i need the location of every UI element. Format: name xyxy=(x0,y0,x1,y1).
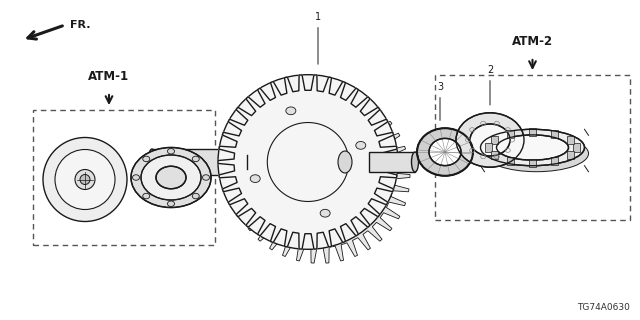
Ellipse shape xyxy=(143,193,150,199)
Ellipse shape xyxy=(429,138,461,166)
Bar xyxy=(507,130,514,138)
Ellipse shape xyxy=(168,148,175,154)
Bar xyxy=(567,136,574,144)
Bar xyxy=(491,151,498,159)
Bar xyxy=(491,136,498,144)
Circle shape xyxy=(80,174,90,185)
Circle shape xyxy=(55,149,115,210)
Bar xyxy=(507,156,514,165)
Ellipse shape xyxy=(481,129,584,166)
Ellipse shape xyxy=(156,166,186,189)
Ellipse shape xyxy=(250,175,260,182)
Bar xyxy=(529,128,536,136)
Ellipse shape xyxy=(456,113,524,167)
Text: FR.: FR. xyxy=(70,20,90,30)
Bar xyxy=(551,156,558,165)
Circle shape xyxy=(43,138,127,221)
Ellipse shape xyxy=(192,193,199,199)
Bar xyxy=(369,152,415,172)
Ellipse shape xyxy=(286,107,296,115)
Text: 3: 3 xyxy=(437,82,443,120)
Text: ATM-2: ATM-2 xyxy=(512,35,553,48)
Bar xyxy=(152,149,247,175)
Ellipse shape xyxy=(218,75,398,249)
Ellipse shape xyxy=(484,135,589,172)
Ellipse shape xyxy=(202,175,209,180)
Ellipse shape xyxy=(417,128,473,176)
Text: ATM-1: ATM-1 xyxy=(88,70,129,83)
Ellipse shape xyxy=(148,149,156,175)
Bar xyxy=(573,143,580,152)
Ellipse shape xyxy=(470,124,510,156)
Ellipse shape xyxy=(168,201,175,206)
Ellipse shape xyxy=(412,152,419,172)
Ellipse shape xyxy=(320,209,330,217)
Bar xyxy=(551,130,558,138)
Ellipse shape xyxy=(143,156,150,162)
Text: 2: 2 xyxy=(487,65,493,105)
Bar xyxy=(485,143,492,152)
Text: 1: 1 xyxy=(315,12,321,64)
Ellipse shape xyxy=(141,155,201,200)
Ellipse shape xyxy=(131,148,211,207)
Ellipse shape xyxy=(338,151,352,173)
Ellipse shape xyxy=(497,135,568,160)
Bar xyxy=(567,151,574,159)
Text: TG74A0630: TG74A0630 xyxy=(577,303,630,312)
Bar xyxy=(33,110,215,245)
Circle shape xyxy=(75,170,95,189)
Bar xyxy=(435,75,630,220)
Ellipse shape xyxy=(192,156,199,162)
Polygon shape xyxy=(230,89,410,263)
Ellipse shape xyxy=(356,141,366,149)
Bar xyxy=(529,159,536,167)
Ellipse shape xyxy=(268,123,349,202)
Ellipse shape xyxy=(132,175,140,180)
Polygon shape xyxy=(218,75,398,249)
